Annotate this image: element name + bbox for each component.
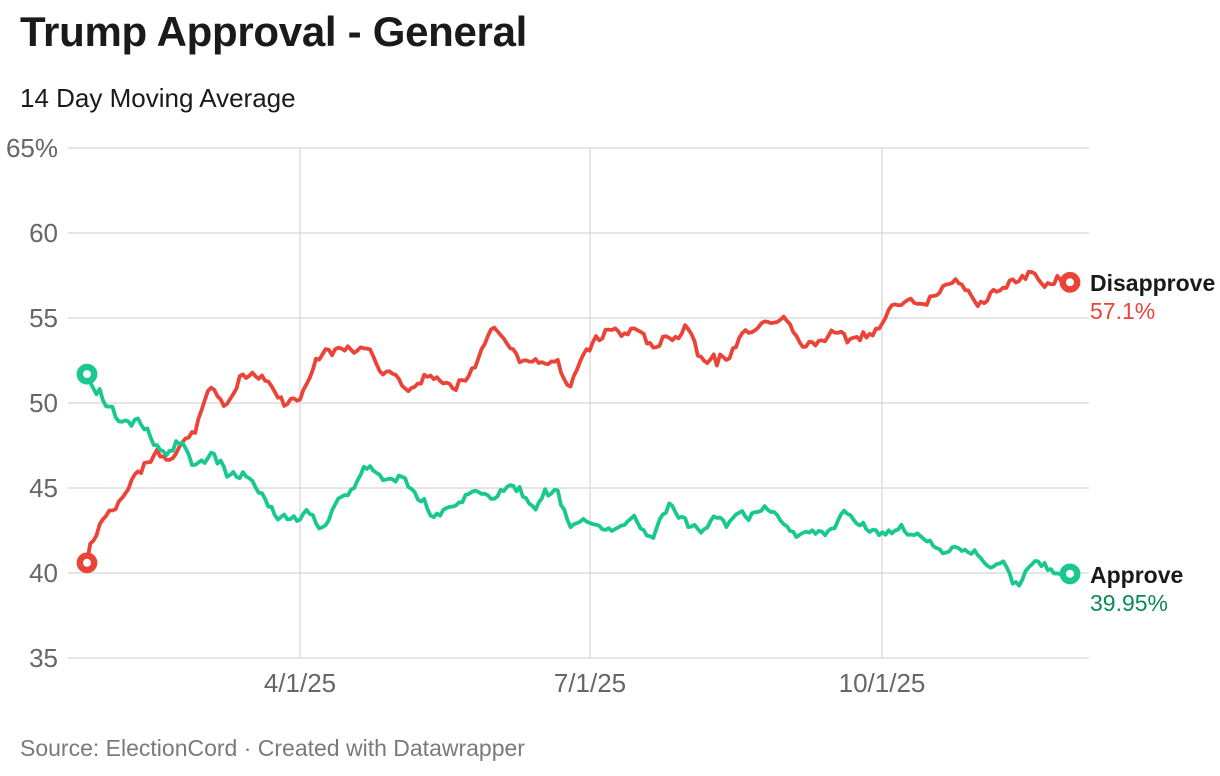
svg-text:35: 35 xyxy=(29,643,58,673)
svg-text:65%: 65% xyxy=(6,133,58,163)
svg-text:50: 50 xyxy=(29,388,58,418)
svg-text:4/1/25: 4/1/25 xyxy=(264,668,336,698)
svg-text:60: 60 xyxy=(29,218,58,248)
svg-text:7/1/25: 7/1/25 xyxy=(554,668,626,698)
svg-text:Disapprove: Disapprove xyxy=(1090,270,1215,296)
svg-text:55: 55 xyxy=(29,303,58,333)
svg-text:Approve: Approve xyxy=(1090,562,1183,588)
svg-text:57.1%: 57.1% xyxy=(1090,298,1155,324)
svg-text:45: 45 xyxy=(29,473,58,503)
svg-text:40: 40 xyxy=(29,558,58,588)
svg-text:10/1/25: 10/1/25 xyxy=(839,668,926,698)
svg-text:39.95%: 39.95% xyxy=(1090,590,1168,616)
